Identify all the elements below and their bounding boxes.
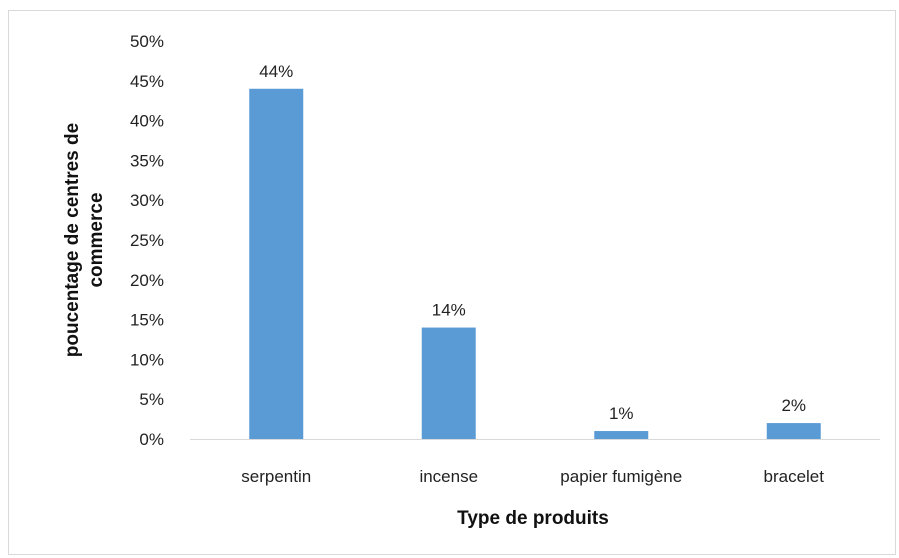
y-tick-label: 5% bbox=[139, 390, 164, 409]
x-tick-label: bracelet bbox=[764, 467, 825, 486]
y-tick-label: 0% bbox=[139, 430, 164, 449]
x-tick-label: papier fumigène bbox=[560, 467, 682, 486]
y-tick-label: 40% bbox=[130, 112, 164, 131]
x-axis-ticks: serpentin incense papier fumigène bracelet bbox=[241, 467, 824, 486]
y-tick-label: 20% bbox=[130, 271, 164, 290]
bars bbox=[249, 88, 821, 439]
bar bbox=[249, 88, 304, 439]
y-tick-label: 25% bbox=[130, 231, 164, 250]
data-label: 44% bbox=[259, 62, 293, 81]
y-axis-title-line-2: commerce bbox=[86, 192, 107, 287]
y-axis-ticks: 0% 5% 10% 15% 20% 25% 30% 35% 40% 45% 50% bbox=[130, 32, 164, 449]
y-tick-label: 30% bbox=[130, 191, 164, 210]
x-axis-title: Type de produits bbox=[457, 508, 609, 529]
chart-frame bbox=[8, 10, 896, 555]
bar bbox=[421, 327, 476, 439]
y-axis-title: poucentage de centres de commerce bbox=[62, 123, 107, 357]
y-tick-label: 45% bbox=[130, 72, 164, 91]
x-tick-label: serpentin bbox=[241, 467, 311, 486]
y-tick-label: 50% bbox=[130, 32, 164, 51]
y-axis-title-line-1: poucentage de centres de bbox=[62, 123, 83, 357]
y-tick-label: 10% bbox=[130, 350, 164, 369]
data-label: 2% bbox=[781, 396, 806, 415]
data-label: 14% bbox=[432, 301, 466, 320]
bar bbox=[766, 423, 821, 439]
data-label: 1% bbox=[609, 404, 634, 423]
bar bbox=[594, 431, 649, 439]
y-tick-label: 35% bbox=[130, 151, 164, 170]
y-tick-label: 15% bbox=[130, 311, 164, 330]
x-tick-label: incense bbox=[419, 467, 478, 486]
data-labels: 44% 14% 1% 2% bbox=[259, 62, 806, 423]
